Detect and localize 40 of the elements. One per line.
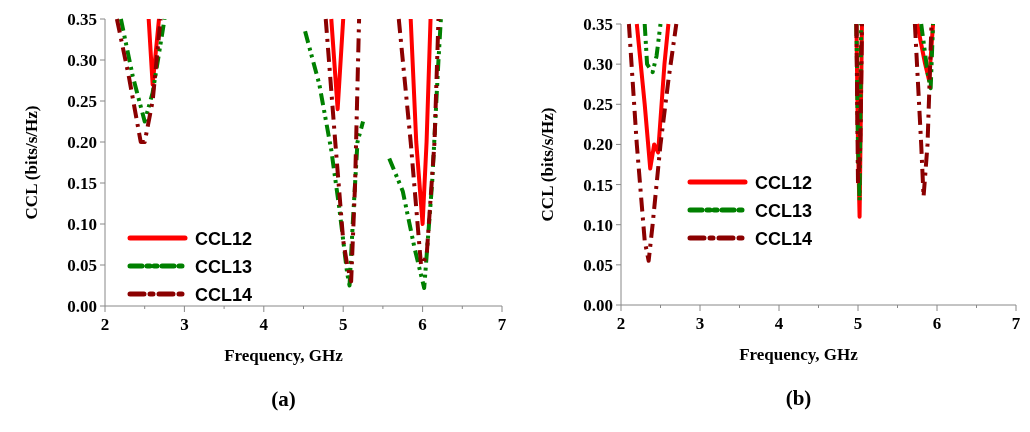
- x-tick-label: 4: [259, 315, 269, 334]
- x-tick-label: 6: [932, 314, 942, 333]
- legend-label: CCL13: [195, 257, 253, 277]
- x-axis-title: Frequency, GHz: [224, 346, 344, 365]
- text: (a): [271, 387, 296, 411]
- y-tick-label: 0.35: [67, 10, 97, 29]
- x-tick-label: 6: [418, 315, 427, 334]
- y-tick-label: 0.25: [583, 95, 613, 115]
- y-tick-label: 0.10: [583, 215, 613, 235]
- y-tick-label: 0.10: [67, 215, 97, 234]
- y-tick-label: 0.30: [67, 51, 97, 70]
- x-tick-label: 7: [1011, 314, 1021, 333]
- legend-label: CCL13: [755, 201, 813, 221]
- y-tick-label: 0.35: [583, 15, 613, 34]
- y-tick-label: 0.05: [67, 256, 97, 275]
- y-tick-label: 0.30: [583, 55, 613, 75]
- y-tick-label: 0.00: [583, 296, 613, 315]
- x-tick-label: 2: [100, 315, 110, 334]
- legend-label: CCL12: [195, 229, 253, 249]
- y-tick-label: 0.15: [583, 175, 613, 195]
- x-tick-label: 5: [853, 314, 863, 333]
- y-tick-label: 0.15: [67, 174, 97, 193]
- y-tick-label: 0.00: [67, 297, 97, 316]
- y-axis-title: CCL (bits/s/Hz): [22, 105, 41, 220]
- text: (b): [785, 386, 812, 410]
- y-tick-label: 0.25: [67, 92, 97, 111]
- legend-label: CCL14: [195, 285, 253, 305]
- x-tick-label: 5: [338, 315, 348, 334]
- y-tick-label: 0.20: [67, 133, 97, 152]
- y-tick-label: 0.05: [583, 255, 613, 275]
- x-axis-title: Frequency, GHz: [739, 345, 859, 364]
- x-tick-label: 2: [616, 314, 626, 333]
- legend-label: CCL12: [755, 173, 813, 193]
- y-axis-title: CCL (bits/s/Hz): [538, 107, 557, 222]
- x-tick-label: 3: [695, 314, 705, 333]
- x-tick-label: 3: [180, 315, 189, 334]
- y-tick-label: 0.20: [583, 135, 613, 155]
- x-tick-label: 7: [497, 315, 507, 334]
- legend-label: CCL14: [755, 229, 813, 249]
- x-tick-label: 4: [774, 314, 784, 333]
